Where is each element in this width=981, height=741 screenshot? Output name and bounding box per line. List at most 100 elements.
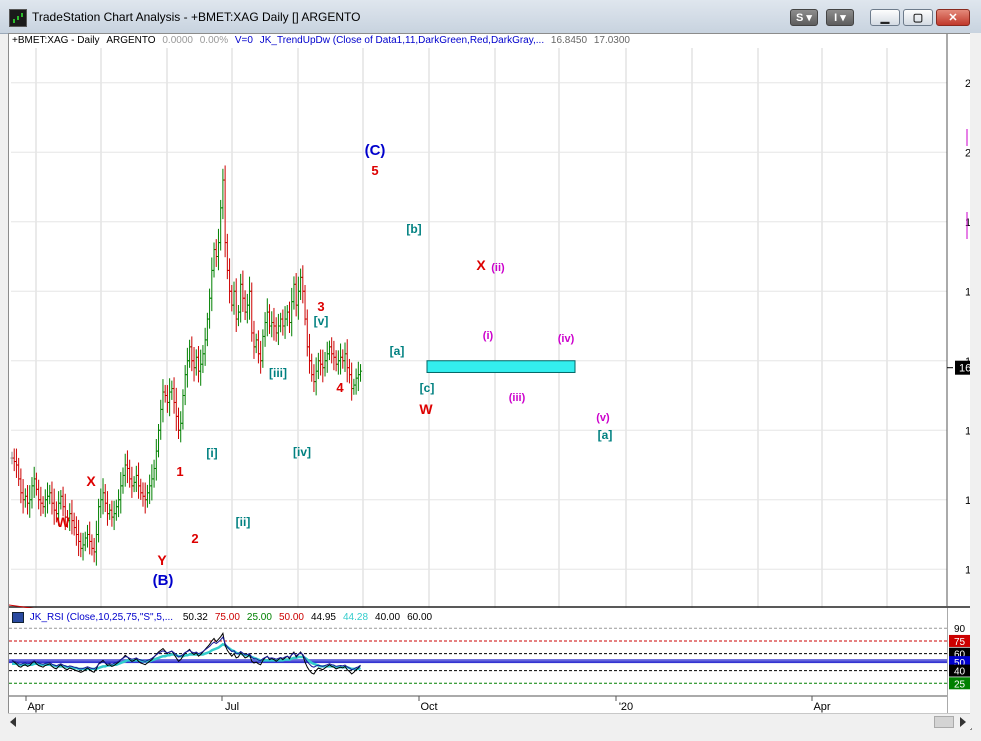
wave-label: W <box>419 401 433 417</box>
price-bar <box>21 479 25 514</box>
last-price-label: 16 <box>959 363 971 375</box>
price-bar <box>61 486 65 517</box>
time-tick-label: '20 <box>619 701 633 713</box>
price-tick-label: 21 <box>965 78 971 90</box>
price-bar <box>327 340 331 361</box>
price-bar <box>117 489 121 518</box>
price-bar <box>159 399 163 440</box>
price-bar <box>177 407 180 440</box>
price-bar <box>201 345 205 373</box>
price-bar <box>212 242 216 278</box>
scroll-thumb[interactable] <box>934 716 954 728</box>
price-bar <box>143 482 147 514</box>
rsi-tick-label: 75 <box>954 637 966 648</box>
price-bar <box>228 258 232 304</box>
price-bar <box>279 312 283 333</box>
price-bar <box>94 520 98 566</box>
s-dropdown-button[interactable]: S ▾ <box>790 9 818 26</box>
rsi-signal-line <box>11 636 361 671</box>
price-bar <box>17 457 21 486</box>
price-bar <box>77 519 81 557</box>
price-bar <box>210 257 214 312</box>
price-bar <box>190 336 194 372</box>
price-bar <box>356 361 360 392</box>
rsi-tick-bg <box>949 634 971 647</box>
price-bar <box>319 349 323 376</box>
grid-layer <box>9 34 971 714</box>
price-bar <box>196 346 200 383</box>
price-bar <box>52 488 56 525</box>
price-bar <box>301 265 305 304</box>
price-bar <box>97 498 101 543</box>
price-bar <box>103 484 107 512</box>
horizontal-scrollbar[interactable] <box>8 713 970 730</box>
price-bar <box>165 385 169 413</box>
price-bar <box>19 468 23 504</box>
price-bar <box>172 377 176 414</box>
price-bar <box>105 491 109 526</box>
price-bar <box>74 516 78 546</box>
close-button[interactable]: ✕ <box>936 9 970 26</box>
rsi-average-line <box>12 642 361 671</box>
wave-label: 4 <box>336 380 344 395</box>
price-bar <box>285 305 289 327</box>
wave-label: (iv) <box>558 333 575 345</box>
wave-label: 5 <box>371 163 378 178</box>
time-tick-label: Apr <box>27 701 44 713</box>
price-bar <box>321 349 325 383</box>
price-bar <box>194 349 198 376</box>
price-bar <box>290 287 294 337</box>
rsi-tick-label: 40 <box>954 667 966 678</box>
volume-label: V=0 <box>234 35 253 46</box>
indicator-value-1: 16.8450 <box>550 35 588 46</box>
price-bar <box>179 411 183 443</box>
price-bar <box>254 333 258 354</box>
price-bar <box>48 484 52 505</box>
price-bar <box>323 351 327 377</box>
price-bar <box>205 312 209 347</box>
scroll-right-icon[interactable] <box>960 717 966 727</box>
maximize-button[interactable]: ▢ <box>903 9 933 26</box>
scroll-left-icon[interactable] <box>10 717 16 727</box>
rsi-pane <box>9 608 947 714</box>
price-bar <box>199 349 203 386</box>
price-bar <box>185 347 189 388</box>
price-bar <box>350 362 354 401</box>
price-bar <box>70 499 74 535</box>
price-bar <box>125 450 129 484</box>
price-bar <box>283 306 287 339</box>
price-bar <box>101 478 105 515</box>
price-bar <box>130 466 134 498</box>
rsi-value-7: 60.00 <box>407 612 433 624</box>
wave-label: 1 <box>176 464 183 479</box>
price-bar <box>252 320 256 359</box>
price-bar <box>119 472 123 514</box>
price-bar <box>270 311 274 338</box>
price-bar <box>139 478 143 500</box>
rsi-icon <box>12 612 24 623</box>
wave-label: Y <box>157 552 167 568</box>
price-bar <box>157 423 161 458</box>
price-bar <box>83 531 87 552</box>
price-bar <box>314 357 318 396</box>
wave-label: [c] <box>420 381 435 395</box>
price-bar <box>174 387 178 431</box>
price-bar <box>88 521 92 555</box>
i-dropdown-button[interactable]: I ▾ <box>826 9 854 26</box>
chart-area[interactable]: X W Y (B) 1 2 [i] [ii] [iii] [iv] [v] 3 4 (C) 5 [a] [b] [… <box>8 33 972 730</box>
price-bar <box>39 486 43 517</box>
price-bars <box>10 165 363 566</box>
price-bar <box>121 467 125 494</box>
price-bar <box>299 268 303 301</box>
price-bar <box>236 305 240 327</box>
price-bar <box>248 276 252 320</box>
chart-svg: X W Y (B) 1 2 [i] [ii] [iii] [iv] [v]3 4 (C) 5 [a] [b] [… <box>9 34 971 714</box>
vertical-gutter <box>970 33 981 728</box>
tradestation-app-icon <box>9 9 27 27</box>
rsi-midband <box>9 659 947 664</box>
price-bar <box>188 339 192 368</box>
price-bar <box>225 233 229 280</box>
rsi-value-3: 50.00 <box>278 612 304 624</box>
price-bar <box>305 309 309 357</box>
minimize-button[interactable]: ▁ <box>870 9 900 26</box>
